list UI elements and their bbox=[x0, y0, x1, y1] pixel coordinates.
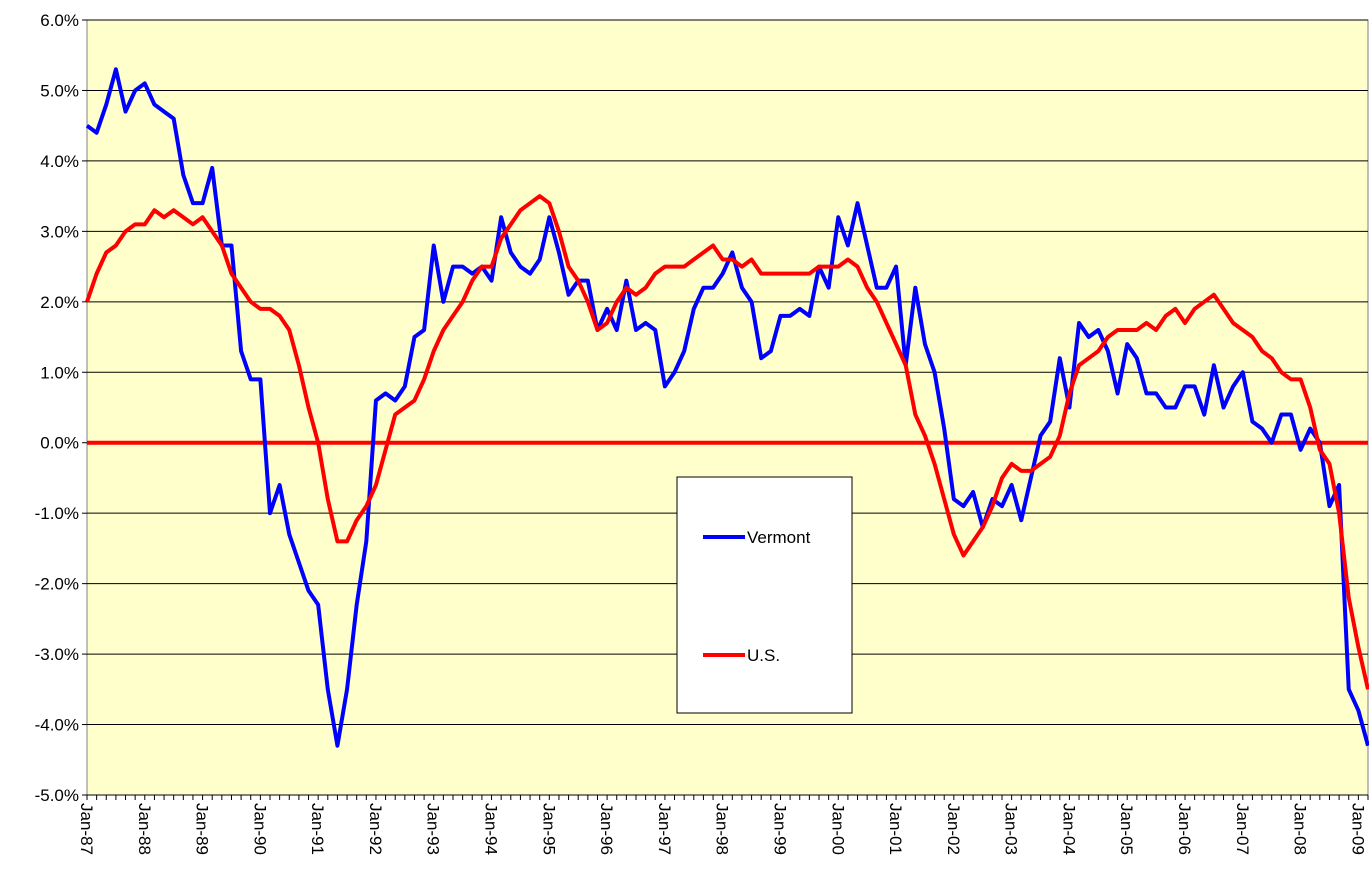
y-tick-label: -2.0% bbox=[35, 575, 79, 594]
y-tick-label: 1.0% bbox=[40, 363, 79, 382]
x-tick-label: Jan-07 bbox=[1233, 803, 1252, 855]
x-tick-label: Jan-99 bbox=[770, 803, 789, 855]
legend-label: Vermont bbox=[747, 528, 811, 547]
y-tick-label: -1.0% bbox=[35, 504, 79, 523]
line bbox=[85, 67, 1369, 748]
y-tick-label: -3.0% bbox=[35, 645, 79, 664]
line bbox=[85, 194, 1369, 690]
x-tick-label: Jan-06 bbox=[1175, 803, 1194, 855]
x-tick-label: Jan-94 bbox=[482, 803, 501, 855]
x-tick-label: Jan-08 bbox=[1291, 803, 1310, 855]
x-tick-label: Jan-91 bbox=[308, 803, 327, 855]
y-tick-label: 4.0% bbox=[40, 152, 79, 171]
x-tick-label: Jan-90 bbox=[250, 803, 269, 855]
y-tick-label: -4.0% bbox=[35, 716, 79, 735]
x-tick-label: Jan-93 bbox=[424, 803, 443, 855]
x-tick-label: Jan-04 bbox=[1059, 803, 1078, 855]
x-tick-label: Jan-87 bbox=[77, 803, 96, 855]
x-tick-label: Jan-02 bbox=[944, 803, 963, 855]
x-tick-label: Jan-05 bbox=[1117, 803, 1136, 855]
y-tick-label: -5.0% bbox=[35, 786, 79, 805]
x-tick-label: Jan-03 bbox=[1002, 803, 1021, 855]
y-tick-label: 2.0% bbox=[40, 293, 79, 312]
x-tick-label: Jan-00 bbox=[828, 803, 847, 855]
x-tick-label: Jan-89 bbox=[193, 803, 212, 855]
x-tick-label: Jan-09 bbox=[1348, 803, 1367, 855]
y-tick-label: 5.0% bbox=[40, 81, 79, 100]
x-tick-label: Jan-92 bbox=[366, 803, 385, 855]
x-tick-label: Jan-97 bbox=[655, 803, 674, 855]
x-tick-label: Jan-95 bbox=[539, 803, 558, 855]
x-tick-label: Jan-88 bbox=[135, 803, 154, 855]
y-tick-label: 0.0% bbox=[40, 434, 79, 453]
x-tick-label: Jan-98 bbox=[713, 803, 732, 855]
legend bbox=[676, 476, 853, 714]
y-tick-label: 3.0% bbox=[40, 222, 79, 241]
x-tick-label: Jan-01 bbox=[886, 803, 905, 855]
legend-label: U.S. bbox=[747, 646, 780, 665]
x-tick-label: Jan-96 bbox=[597, 803, 616, 855]
y-tick-label: 6.0% bbox=[40, 11, 79, 30]
